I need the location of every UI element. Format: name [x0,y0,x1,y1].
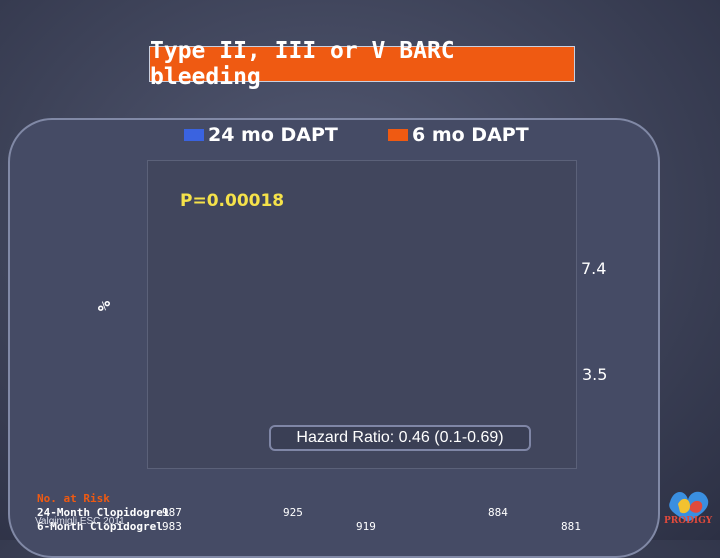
citation: Valgimigli ESC 2011 [35,516,125,527]
prodigy-logo-icon [669,491,709,522]
risk-value-6mo-2: 919 [356,520,376,533]
plot-area [147,160,577,469]
legend-item-6mo: 6 mo DAPT [388,124,529,146]
hazard-ratio-box: Hazard Ratio: 0.46 (0.1-0.69) [269,425,531,451]
end-label-6mo: 3.5 [582,365,608,384]
risk-row-label-24mo: 24-Month Clopidogrel [37,506,170,519]
legend-swatch-24mo [184,129,204,141]
p-value: P=0.00018 [180,191,285,211]
legend-item-24mo: 24 mo DAPT [184,124,338,146]
risk-value-24mo-2: 925 [283,506,303,519]
risk-table-title: No. at Risk [37,492,110,505]
legend-label-6mo: 6 mo DAPT [412,124,529,146]
risk-value-24mo-3: 884 [488,506,508,519]
risk-row-label-6mo: 6-Month Clopidogrel [37,520,163,533]
end-label-24mo: 7.4 [581,259,607,278]
risk-value-6mo-1: 983 [162,520,182,533]
y-axis-label: % [95,300,116,312]
logo-text: PRODIGY [664,516,713,526]
legend-swatch-6mo [388,129,408,141]
risk-value-24mo-1: 987 [162,506,182,519]
chart-title: Type II, III or V BARC bleeding [149,38,575,90]
risk-value-6mo-3: 881 [561,520,581,533]
legend-label-24mo: 24 mo DAPT [208,124,338,146]
